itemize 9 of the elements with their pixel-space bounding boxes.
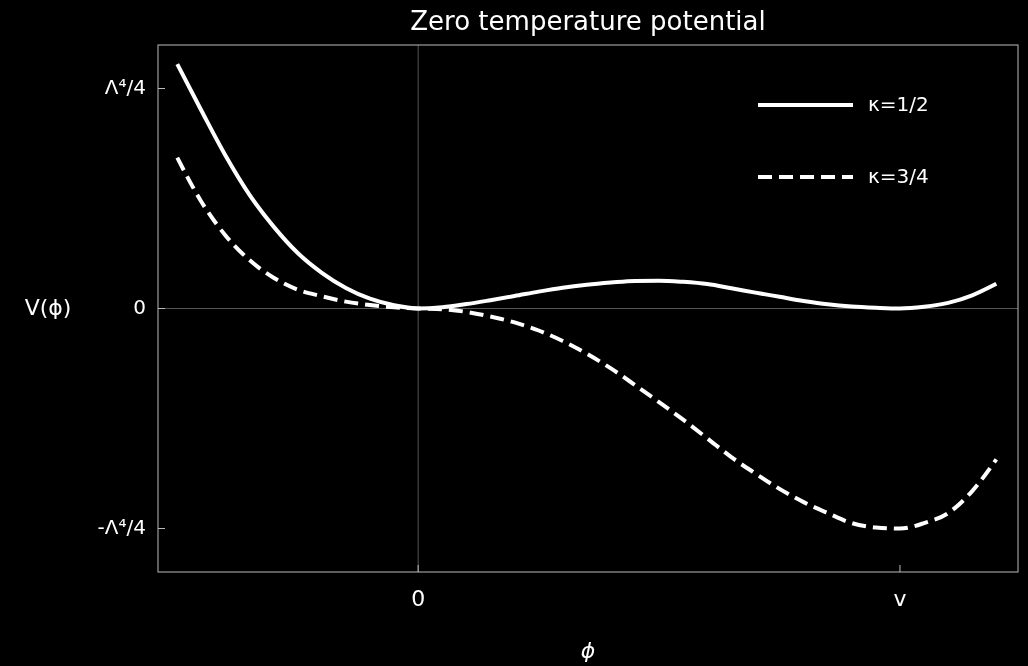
text: -Λ⁴/4 bbox=[97, 514, 146, 539]
chart-title: Zero temperature potential bbox=[410, 6, 766, 36]
text: 0 bbox=[133, 295, 146, 319]
text: Λ⁴/4 bbox=[104, 75, 146, 100]
legend-label: κ=3/4 bbox=[868, 163, 929, 188]
x-tick-label: v bbox=[893, 586, 907, 611]
legend-label: κ=1/2 bbox=[868, 91, 929, 116]
x-axis-title: ϕ bbox=[580, 638, 596, 663]
y-axis-title: V(ϕ) bbox=[24, 294, 72, 320]
